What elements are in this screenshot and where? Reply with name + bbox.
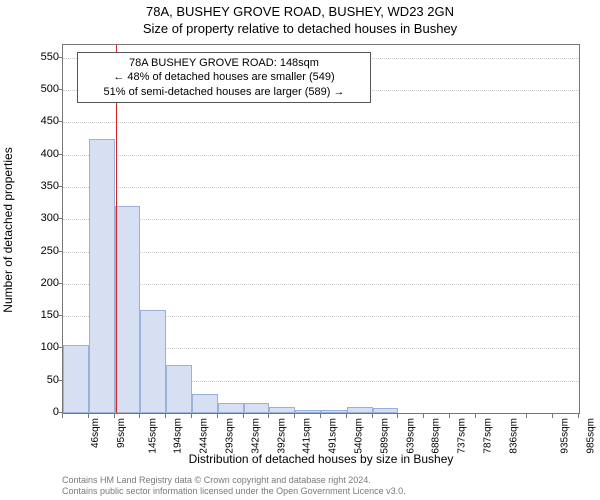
y-tick-label: 50	[19, 374, 59, 386]
chart-title-main: 78A, BUSHEY GROVE ROAD, BUSHEY, WD23 2GN	[0, 4, 600, 19]
gridline	[63, 187, 579, 188]
x-tick-label: 342sqm	[250, 418, 261, 454]
gridline	[63, 122, 579, 123]
y-tick-label: 400	[19, 148, 59, 160]
x-tick-label: 737sqm	[456, 418, 467, 454]
x-tick-mark	[320, 413, 321, 418]
x-tick-label: 589sqm	[379, 418, 390, 454]
plot-area: 78A BUSHEY GROVE ROAD: 148sqm← 48% of de…	[62, 44, 580, 414]
histogram-bar	[244, 403, 270, 413]
x-tick-mark	[449, 413, 450, 418]
x-tick-label: 441sqm	[302, 418, 313, 454]
x-tick-mark	[191, 413, 192, 418]
x-tick-label: 639sqm	[405, 418, 416, 454]
annotation-line: 78A BUSHEY GROVE ROAD: 148sqm	[84, 56, 364, 70]
chart-title-sub: Size of property relative to detached ho…	[0, 21, 600, 36]
histogram-bar	[373, 408, 399, 413]
x-tick-label: 293sqm	[225, 418, 236, 454]
x-tick-mark	[114, 413, 115, 418]
x-tick-label: 787sqm	[483, 418, 494, 454]
histogram-bar	[321, 410, 347, 413]
annotation-line: 51% of semi-detached houses are larger (…	[84, 85, 364, 99]
chart-container: 78A, BUSHEY GROVE ROAD, BUSHEY, WD23 2GN…	[0, 0, 600, 500]
x-tick-label: 46sqm	[90, 418, 101, 448]
y-tick-label: 100	[19, 341, 59, 353]
x-tick-mark	[165, 413, 166, 418]
x-tick-mark	[526, 413, 527, 418]
x-tick-label: 491sqm	[328, 418, 339, 454]
histogram-bar	[269, 407, 295, 413]
y-tick-label: 200	[19, 277, 59, 289]
x-tick-mark	[372, 413, 373, 418]
gridline	[63, 155, 579, 156]
y-tick-label: 150	[19, 309, 59, 321]
x-tick-mark	[423, 413, 424, 418]
footer-attribution: Contains HM Land Registry data © Crown c…	[62, 475, 406, 497]
x-tick-mark	[397, 413, 398, 418]
x-tick-mark	[139, 413, 140, 418]
histogram-bar	[63, 345, 89, 413]
x-tick-mark	[62, 413, 63, 418]
x-tick-label: 244sqm	[199, 418, 210, 454]
gridline	[63, 284, 579, 285]
x-tick-label: 540sqm	[354, 418, 365, 454]
histogram-bar	[347, 407, 373, 413]
x-tick-label: 95sqm	[116, 418, 127, 448]
x-tick-mark	[346, 413, 347, 418]
histogram-bar	[295, 410, 321, 413]
x-tick-mark	[552, 413, 553, 418]
x-tick-mark	[88, 413, 89, 418]
x-tick-label: 985sqm	[586, 418, 597, 454]
x-tick-label: 194sqm	[173, 418, 184, 454]
y-axis-label: Number of detached properties	[1, 147, 15, 312]
x-tick-mark	[217, 413, 218, 418]
gridline	[63, 219, 579, 220]
x-tick-mark	[294, 413, 295, 418]
histogram-bar	[166, 365, 192, 413]
title-block: 78A, BUSHEY GROVE ROAD, BUSHEY, WD23 2GN…	[0, 0, 600, 36]
x-tick-label: 392sqm	[276, 418, 287, 454]
annotation-box: 78A BUSHEY GROVE ROAD: 148sqm← 48% of de…	[77, 52, 371, 103]
histogram-bar	[192, 394, 218, 413]
histogram-bar	[218, 403, 244, 413]
y-tick-label: 0	[19, 406, 59, 418]
x-axis-label: Distribution of detached houses by size …	[62, 452, 580, 466]
x-tick-label: 836sqm	[508, 418, 519, 454]
y-tick-label: 300	[19, 212, 59, 224]
y-tick-label: 550	[19, 51, 59, 63]
y-tick-label: 250	[19, 245, 59, 257]
x-tick-label: 688sqm	[431, 418, 442, 454]
y-tick-label: 350	[19, 180, 59, 192]
y-tick-label: 450	[19, 115, 59, 127]
y-tick-label: 500	[19, 83, 59, 95]
annotation-line: ← 48% of detached houses are smaller (54…	[84, 70, 364, 84]
footer-line-1: Contains HM Land Registry data © Crown c…	[62, 475, 406, 486]
x-tick-mark	[268, 413, 269, 418]
x-tick-label: 935sqm	[560, 418, 571, 454]
histogram-bar	[115, 206, 141, 413]
gridline	[63, 252, 579, 253]
histogram-bar	[140, 310, 166, 413]
footer-line-2: Contains public sector information licen…	[62, 486, 406, 497]
histogram-bar	[89, 139, 115, 413]
x-tick-mark	[243, 413, 244, 418]
x-tick-label: 145sqm	[147, 418, 158, 454]
x-tick-mark	[475, 413, 476, 418]
x-tick-mark	[578, 413, 579, 418]
